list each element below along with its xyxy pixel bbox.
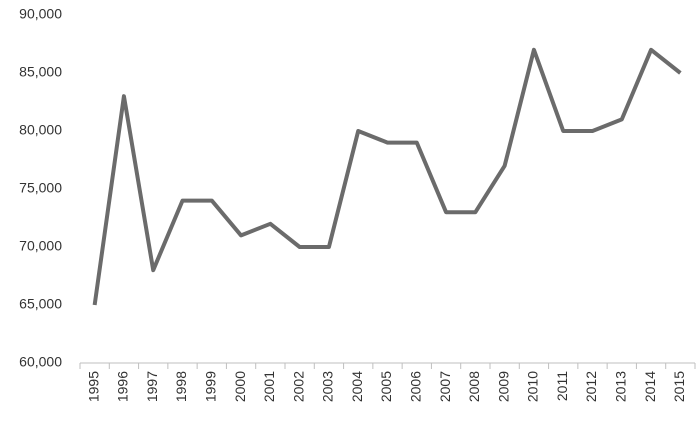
data-line — [92, 47, 682, 306]
x-tick-label: 2010 — [525, 371, 541, 402]
x-tick-label: 2013 — [612, 371, 628, 402]
x-tick-label: 1997 — [144, 371, 160, 402]
x-tick-label: 1995 — [85, 371, 101, 402]
x-tick-label: 1999 — [202, 371, 218, 402]
x-tick-label: 2015 — [671, 371, 687, 402]
x-tick-label: 2008 — [466, 371, 482, 402]
x-tick-label: 2002 — [290, 371, 306, 402]
x-tick-label: 2001 — [261, 371, 277, 402]
x-tick-label: 1996 — [115, 371, 131, 402]
y-tick-label: 80,000 — [19, 122, 62, 138]
y-tick-label: 70,000 — [19, 238, 62, 254]
y-tick-label: 85,000 — [19, 64, 62, 80]
x-tick-label: 2004 — [349, 371, 365, 402]
x-tick-label: 2014 — [642, 371, 658, 402]
x-tick-label: 2007 — [437, 371, 453, 402]
x-tick-label: 1998 — [173, 371, 189, 402]
y-tick-label: 65,000 — [19, 296, 62, 312]
y-tick-label: 75,000 — [19, 180, 62, 196]
x-tick-label: 2006 — [407, 371, 423, 402]
x-tick-label: 2005 — [378, 371, 394, 402]
x-tick-label: 2011 — [554, 371, 570, 401]
y-tick-label: 60,000 — [19, 354, 62, 370]
x-tick-label: 2003 — [320, 371, 336, 402]
x-tick-label: 2012 — [583, 371, 599, 402]
x-tick-label: 2009 — [495, 371, 511, 402]
x-tick-label: 2000 — [232, 371, 248, 402]
y-tick-label: 90,000 — [19, 6, 62, 22]
